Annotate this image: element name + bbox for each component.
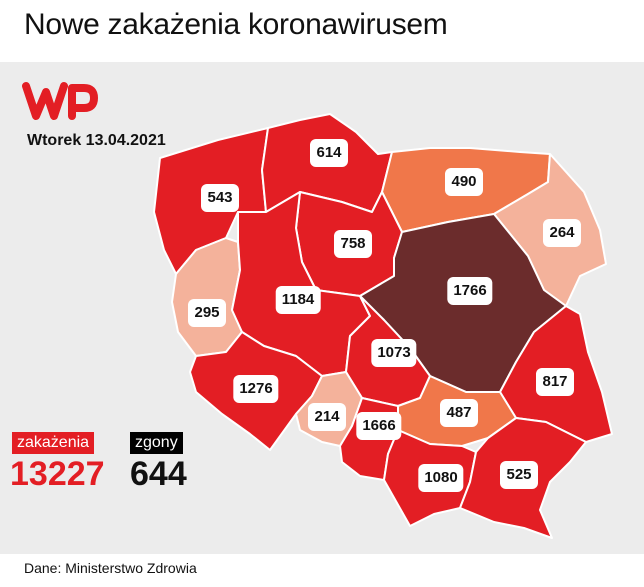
region-value-label: 1184 [275, 286, 321, 314]
region-value-label: 1073 [371, 339, 417, 367]
wp-logo-icon [22, 82, 98, 120]
date-label: Wtorek 13.04.2021 [27, 132, 166, 149]
region-value-label: 1276 [233, 375, 279, 403]
region-value-label: 264 [543, 219, 581, 247]
source-note: Dane: Ministerstwo Zdrowia [24, 560, 197, 576]
region-value-label: 487 [440, 399, 478, 427]
region-value-label: 614 [310, 139, 348, 167]
region-value-label: 490 [445, 168, 483, 196]
region-value-label: 1666 [356, 412, 402, 440]
cases-total: 13227 [10, 455, 105, 493]
deaths-total: 644 [130, 455, 187, 493]
region-value-label: 214 [308, 403, 346, 431]
region-value-label: 817 [536, 368, 574, 396]
deaths-badge: zgony [130, 432, 183, 454]
region-value-label: 525 [500, 461, 538, 489]
region-value-label: 1766 [447, 277, 493, 305]
map-panel: Wtorek 13.04.2021 [0, 62, 644, 554]
cases-badge: zakażenia [12, 432, 95, 454]
region-value-label: 543 [201, 184, 239, 212]
region-value-label: 1080 [418, 464, 464, 492]
region-value-label: 758 [334, 230, 372, 258]
page-title: Nowe zakażenia koronawirusem [24, 8, 448, 41]
region-value-label: 295 [188, 299, 226, 327]
